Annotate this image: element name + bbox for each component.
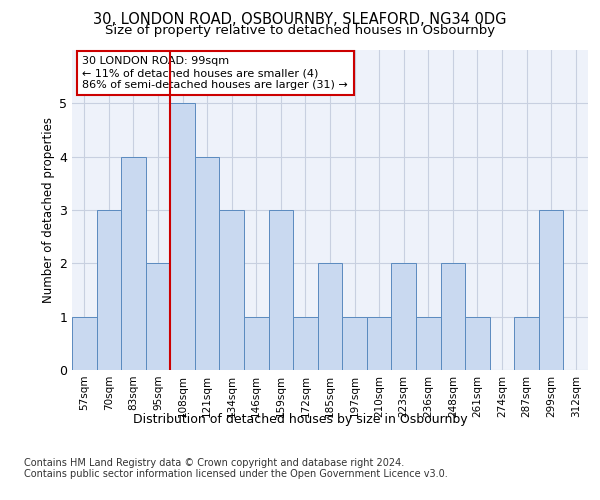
Bar [121,156,146,370]
Bar [72,316,97,370]
Text: Distribution of detached houses by size in Osbournby: Distribution of detached houses by size … [133,412,467,426]
Bar [514,316,539,370]
Bar [269,210,293,370]
Text: Contains HM Land Registry data © Crown copyright and database right 2024.
Contai: Contains HM Land Registry data © Crown c… [24,458,448,479]
Bar [465,316,490,370]
Bar [367,316,391,370]
Bar [244,316,269,370]
Text: 30, LONDON ROAD, OSBOURNBY, SLEAFORD, NG34 0DG: 30, LONDON ROAD, OSBOURNBY, SLEAFORD, NG… [93,12,507,28]
Bar [170,104,195,370]
Text: Size of property relative to detached houses in Osbournby: Size of property relative to detached ho… [105,24,495,37]
Bar [416,316,440,370]
Bar [293,316,318,370]
Bar [146,264,170,370]
Y-axis label: Number of detached properties: Number of detached properties [42,117,55,303]
Bar [539,210,563,370]
Bar [220,210,244,370]
Bar [440,264,465,370]
Bar [342,316,367,370]
Bar [195,156,220,370]
Text: 30 LONDON ROAD: 99sqm
← 11% of detached houses are smaller (4)
86% of semi-detac: 30 LONDON ROAD: 99sqm ← 11% of detached … [82,56,348,90]
Bar [391,264,416,370]
Bar [97,210,121,370]
Bar [318,264,342,370]
